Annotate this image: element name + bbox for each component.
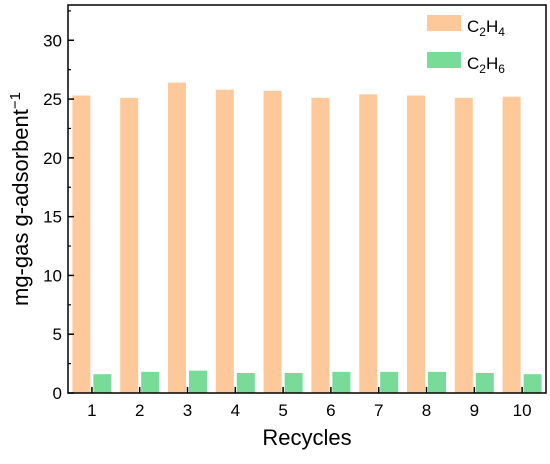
bar-c2h4-recycle-7 (359, 94, 378, 393)
legend-label-c2h6: C2H6 (467, 54, 505, 76)
bar-c2h4-recycle-5 (263, 90, 282, 394)
y-tick-label: 15 (43, 208, 62, 227)
bar-c2h6-recycle-6 (332, 371, 351, 393)
bar-c2h4-recycle-1 (72, 95, 91, 394)
legend-swatch-c2h6 (427, 52, 461, 68)
bar-c2h6-recycle-4 (236, 373, 255, 393)
x-tick-label: 5 (278, 401, 287, 420)
bar-c2h4-recycle-10 (502, 96, 521, 393)
bar-c2h6-recycle-9 (475, 373, 494, 393)
plot-frame (67, 4, 547, 394)
bar-c2h4-recycle-8 (407, 95, 425, 394)
bar-c2h6-recycle-8 (428, 371, 446, 393)
x-tick-label: 1 (87, 401, 96, 420)
x-tick-label: 4 (231, 401, 240, 420)
y-axis-title: mg-gas g-adsorbent−1 (7, 92, 33, 306)
bar-c2h6-recycle-2 (141, 371, 160, 393)
bars-layer (72, 82, 542, 394)
bar-c2h4-recycle-2 (120, 97, 139, 393)
y-tick-label: 5 (53, 325, 62, 344)
x-axis-title: Recycles (262, 425, 351, 450)
x-tick-label: 10 (513, 401, 532, 420)
bar-c2h4-recycle-9 (454, 97, 473, 393)
y-tick-label: 25 (43, 90, 62, 109)
x-tick-label: 6 (326, 401, 335, 420)
bar-c2h4-recycle-4 (215, 89, 234, 394)
y-tick-label: 20 (43, 149, 62, 168)
y-tick-label: 10 (43, 266, 62, 285)
x-tick-label: 8 (422, 401, 431, 420)
bar-c2h6-recycle-10 (523, 374, 542, 393)
x-tick-label: 7 (374, 401, 383, 420)
bar-c2h6-recycle-3 (189, 370, 207, 393)
y-tick-label: 30 (43, 31, 62, 50)
x-tick-label: 2 (135, 401, 144, 420)
x-tick-label: 3 (183, 401, 192, 420)
bar-c2h6-recycle-7 (380, 371, 399, 393)
legend: C2H4 C2H6 (427, 15, 505, 76)
legend-swatch-c2h4 (427, 15, 461, 31)
x-tick-label: 9 (470, 401, 479, 420)
y-tick-label: 0 (53, 384, 62, 403)
y-axis: 0 5 10 15 20 25 30 (43, 10, 74, 403)
x-axis: 1 2 3 4 5 6 7 8 9 10 (87, 387, 532, 420)
bar-c2h6-recycle-5 (284, 373, 303, 393)
legend-label-c2h4: C2H4 (467, 17, 505, 39)
y-axis-title-exponent: −1 (7, 92, 24, 109)
bar-c2h4-recycle-6 (311, 97, 330, 393)
bar-c2h4-recycle-3 (168, 82, 186, 393)
y-axis-title-main: mg-gas g-adsorbent (8, 109, 33, 306)
bar-c2h6-recycle-1 (93, 374, 112, 393)
